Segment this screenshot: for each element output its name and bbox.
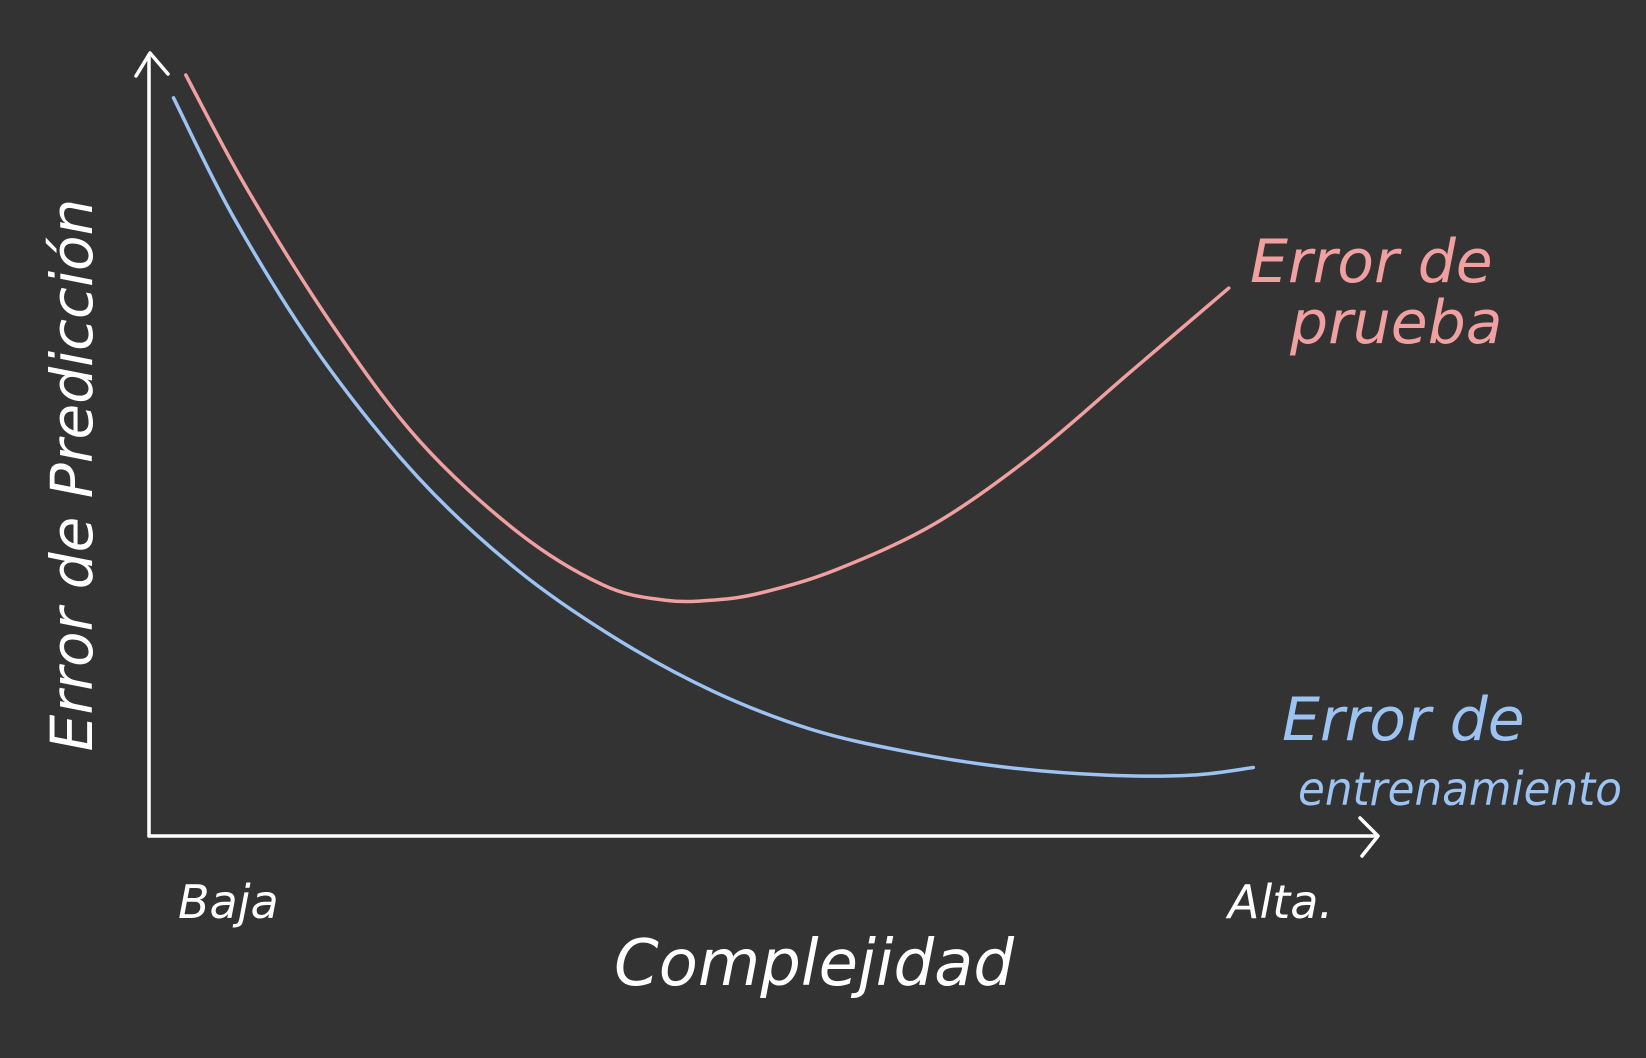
x-axis-label: Complejidad xyxy=(614,927,1014,1001)
train-error-label-line2: entrenamiento xyxy=(1298,762,1622,816)
y-axis-label: Error de Predicción xyxy=(38,199,106,752)
test-error-label-line1: Error de xyxy=(1250,227,1493,297)
axes xyxy=(134,51,1380,858)
train-error-label-line1: Error de xyxy=(1282,685,1525,755)
y-axis-arrow-icon xyxy=(134,51,170,78)
test-error-curve xyxy=(184,73,1231,604)
x-tick-label-high: Alta. xyxy=(1225,875,1333,929)
x-axis-arrow-icon xyxy=(1358,816,1380,858)
x-tick-label-low: Baja xyxy=(178,875,279,929)
test-error-label-line2: prueba xyxy=(1289,288,1503,358)
train-error-curve xyxy=(171,96,1256,778)
series-layer xyxy=(171,73,1256,778)
